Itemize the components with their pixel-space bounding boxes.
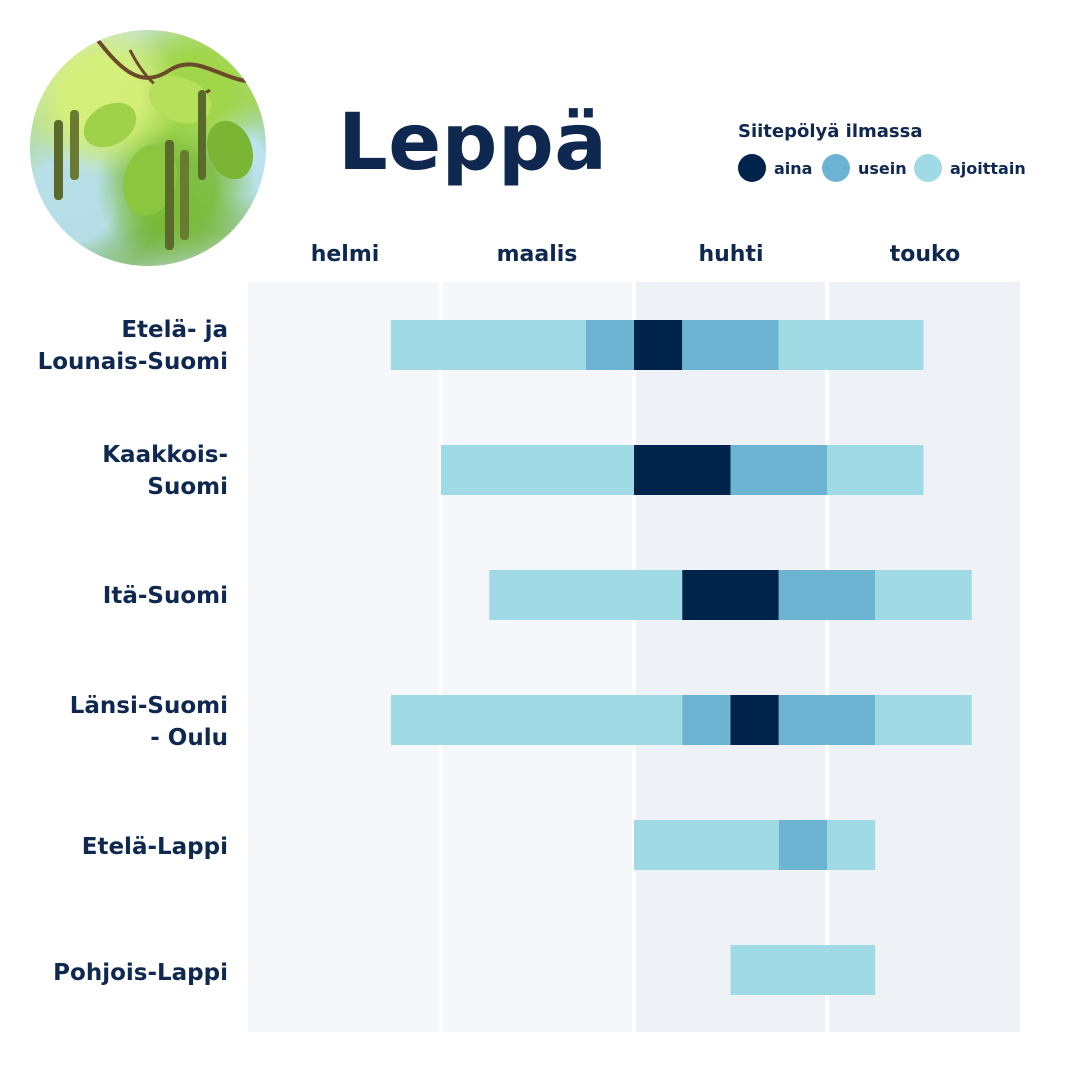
bar-segment-aina bbox=[682, 570, 779, 620]
bar-segment-ajoittain bbox=[390, 320, 586, 370]
bar-segment-usein bbox=[682, 320, 779, 370]
bar-segment-ajoittain bbox=[390, 695, 683, 745]
row-label-line: Kaakkois- bbox=[102, 442, 228, 468]
legend-item-ajoittain: ajoittain bbox=[914, 153, 1026, 183]
bar-segment-ajoittain bbox=[875, 695, 972, 745]
legend-title: Siitepölyä ilmassa bbox=[738, 121, 923, 142]
row-label-etela-lounais-suomi: Etelä- ja Lounais-Suomi bbox=[0, 314, 228, 378]
row-label-line: Etelä- ja bbox=[121, 317, 228, 343]
bar-segment-ajoittain bbox=[730, 945, 876, 995]
month-label-helmi: helmi bbox=[310, 242, 380, 267]
legend-label-ajoittain: ajoittain bbox=[950, 158, 1026, 178]
row-label-line: Lounais-Suomi bbox=[37, 349, 228, 375]
row-label-kaakkois-suomi: Kaakkois- Suomi bbox=[0, 439, 228, 503]
legend-item-aina: aina bbox=[738, 153, 812, 183]
row-label-line: Suomi bbox=[147, 474, 228, 500]
bar-segment-aina bbox=[634, 320, 683, 370]
legend-swatch-usein bbox=[822, 154, 850, 182]
row-label-line: - Oulu bbox=[150, 725, 228, 751]
row-label-pohjois-lappi: Pohjois-Lappi bbox=[0, 957, 228, 989]
bar-segment-ajoittain bbox=[875, 570, 972, 620]
month-band-huhti bbox=[634, 282, 827, 1032]
bar-segment-ajoittain bbox=[441, 445, 634, 495]
bar-segment-ajoittain bbox=[827, 820, 876, 870]
row-label-line: Länsi-Suomi bbox=[69, 693, 228, 719]
legend-swatch-aina bbox=[738, 154, 766, 182]
bar-segment-ajoittain bbox=[827, 445, 924, 495]
page-title: Leppä bbox=[338, 98, 608, 188]
legend-swatch-ajoittain bbox=[914, 154, 942, 182]
legend-label-aina: aina bbox=[774, 158, 813, 178]
bar-segment-usein bbox=[682, 695, 731, 745]
row-label-etela-lappi: Etelä-Lappi bbox=[0, 831, 228, 863]
bar-segment-usein bbox=[778, 570, 876, 620]
bar-segment-usein bbox=[778, 695, 876, 745]
bar-segment-ajoittain bbox=[489, 570, 683, 620]
month-label-touko: touko bbox=[889, 242, 961, 267]
bar-segment-aina bbox=[634, 445, 731, 495]
month-label-huhti: huhti bbox=[698, 242, 764, 267]
legend-label-usein: usein bbox=[858, 158, 907, 178]
row-label-line: Itä-Suomi bbox=[102, 583, 228, 609]
bar-segment-usein bbox=[730, 445, 827, 495]
month-band-maalis bbox=[441, 282, 634, 1032]
month-label-maalis: maalis bbox=[496, 242, 578, 267]
bar-segment-ajoittain bbox=[634, 820, 779, 870]
month-band-touko bbox=[827, 282, 1020, 1032]
bar-segment-usein bbox=[778, 820, 827, 870]
bar-segment-aina bbox=[730, 695, 779, 745]
catkins-illustration bbox=[54, 30, 266, 250]
row-label-line: Pohjois-Lappi bbox=[53, 960, 228, 986]
bar-segment-usein bbox=[585, 320, 634, 370]
bar-segment-ajoittain bbox=[778, 320, 924, 370]
row-label-line: Etelä-Lappi bbox=[81, 834, 228, 860]
row-label-ita-suomi: Itä-Suomi bbox=[0, 580, 228, 612]
legend-item-usein: usein bbox=[822, 153, 907, 183]
alder-catkins-photo bbox=[30, 30, 266, 266]
row-label-lansi-suomi-oulu: Länsi-Suomi - Oulu bbox=[0, 690, 228, 754]
month-band-helmi bbox=[248, 282, 441, 1032]
